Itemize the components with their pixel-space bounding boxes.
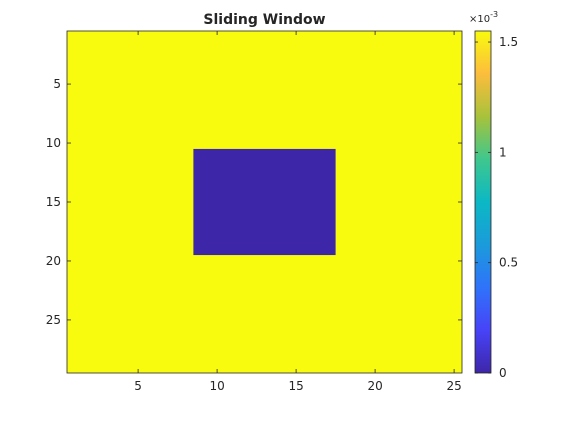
x-tick-label: 5 [134, 379, 142, 393]
heatmap-regions [193, 148, 336, 256]
y-tick-label: 25 [46, 313, 61, 327]
x-tick-label: 25 [446, 379, 461, 393]
y-tick-label: 15 [46, 195, 61, 209]
y-axis: 5 10 15 20 25 [46, 77, 462, 327]
colorbar-tick-label: 1.5 [499, 35, 518, 49]
x-axis: 5 10 15 20 25 [134, 31, 462, 393]
y-tick-label: 10 [46, 136, 61, 150]
colorbar-exponent: ×10-3 [469, 10, 498, 25]
chart-title: Sliding Window [203, 12, 325, 28]
heatmap-region-0 [193, 148, 336, 256]
y-tick-label: 20 [46, 254, 61, 268]
colorbar-tick-label: 1 [499, 145, 507, 159]
y-tick-label: 5 [53, 77, 61, 91]
colorbar-tick-label: 0.5 [499, 256, 518, 270]
x-tick-label: 20 [367, 379, 382, 393]
colorbar-ticks: 0 0.5 1 1.5 [475, 35, 518, 380]
x-tick-label: 15 [288, 379, 303, 393]
colorbar-tick-label: 0 [499, 366, 507, 380]
x-tick-label: 10 [209, 379, 224, 393]
colorbar [474, 30, 492, 374]
